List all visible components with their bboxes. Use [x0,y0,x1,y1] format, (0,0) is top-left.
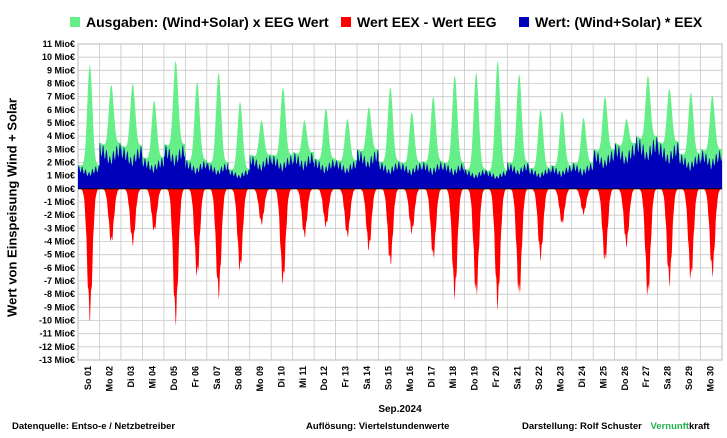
y-tick-label: -6 Mio€ [44,263,75,273]
y-tick-label: 5 Mio€ [47,118,75,128]
x-tick-label: Di 24 [577,366,587,388]
y-tick-label: -9 Mio€ [44,302,75,312]
y-tick-label: -3 Mio€ [44,223,75,233]
x-tick-label: Mi 04 [148,366,158,389]
series-area-difference [78,188,722,327]
legend-item-eeg-expenses: Ausgaben: (Wind+Solar) x EEG Wert [70,14,329,30]
x-tick-label: Di 03 [126,366,136,388]
x-tick-label: Do 12 [319,366,329,391]
legend-item-eex-value: Wert: (Wind+Solar) * EEX [519,14,702,30]
x-tick-label: Mi 18 [448,366,458,389]
y-tick-label: -10 Mio€ [39,316,75,326]
y-tick-label: 0 Mio€ [47,184,75,194]
x-tick-label: Do 19 [470,366,480,391]
legend-item-difference: Wert EEX - Wert EEG [341,14,497,30]
footer-resolution: Auflösung: Viertelstundenwerte [306,421,450,432]
x-tick-label: Mo 16 [405,366,415,392]
y-tick-label: -5 Mio€ [44,250,75,260]
legend-swatch-blue [519,17,529,27]
brand-logo: Vernunftkraft [650,421,710,432]
y-tick-label: 10 Mio€ [42,52,75,62]
x-tick-label: Sa 28 [663,366,673,390]
x-tick-label: Mo 23 [555,366,565,392]
x-tick-label: So 22 [534,366,544,390]
legend-label: Wert EEX - Wert EEG [357,14,497,30]
x-tick-label: Mo 09 [255,366,265,392]
x-tick-label: Fr 27 [641,366,651,388]
x-tick-label: Di 17 [427,366,437,388]
legend-label: Wert: (Wind+Solar) * EEX [535,14,703,30]
y-tick-label: 9 Mio€ [47,65,75,75]
y-tick-label: -11 Mio€ [39,329,75,339]
x-tick-label: Do 26 [620,366,630,391]
y-tick-label: 7 Mio€ [47,92,75,102]
x-axis-title: Sep.2024 [378,404,422,415]
y-tick-label: 8 Mio€ [47,79,75,89]
x-tick-label: Fr 20 [491,366,501,388]
y-tick-label: 2 Mio€ [47,158,75,168]
series-area-eex-value [78,136,722,189]
legend-swatch-red [341,17,351,27]
x-tick-label: Di 10 [276,366,286,388]
x-tick-label: Sa 21 [512,366,522,390]
x-tick-label: So 29 [684,366,694,390]
x-tick-label: Mi 25 [598,366,608,389]
y-tick-label: 3 Mio€ [47,144,75,154]
y-tick-label: -7 Mio€ [44,276,75,286]
legend-swatch-green [70,17,80,27]
x-tick-label: Fr 13 [341,366,351,388]
y-tick-label: 1 Mio€ [47,171,75,181]
footer-author-prefix: Darstellung: Rolf Schuster [522,421,642,432]
y-tick-label: -8 Mio€ [44,289,75,299]
y-tick-label: 6 Mio€ [47,105,75,115]
x-tick-label: Do 05 [169,366,179,391]
legend: Ausgaben: (Wind+Solar) x EEG Wert Wert E… [0,2,727,36]
y-tick-label: -12 Mio€ [39,342,75,352]
legend-label: Ausgaben: (Wind+Solar) x EEG Wert [86,14,329,30]
series-area-eeg-expenses [78,61,722,189]
x-tick-label: Sa 14 [362,366,372,390]
x-tick-label: Mo 30 [706,366,716,392]
footer-author: Darstellung: Rolf Schuster Vernunftkraft [522,421,710,432]
y-tick-label: -4 Mio€ [44,237,75,247]
x-tick-label: Mo 02 [105,366,115,392]
y-tick-label: -1 Mio€ [44,197,75,207]
x-tick-label: So 01 [83,366,93,390]
y-tick-label: -2 Mio€ [44,210,75,220]
y-tick-label: -13 Mio€ [39,355,75,365]
x-tick-label: So 15 [384,366,394,390]
y-tick-label: 4 Mio€ [47,131,75,141]
y-tick-label: 11 Mio€ [42,39,75,49]
x-tick-label: Mi 11 [298,366,308,388]
x-tick-label: So 08 [233,366,243,390]
footer-source: Datenquelle: Entso-e / Netzbetreiber [12,421,176,432]
x-tick-label: Sa 07 [212,366,222,390]
x-tick-label: Fr 06 [190,366,200,388]
